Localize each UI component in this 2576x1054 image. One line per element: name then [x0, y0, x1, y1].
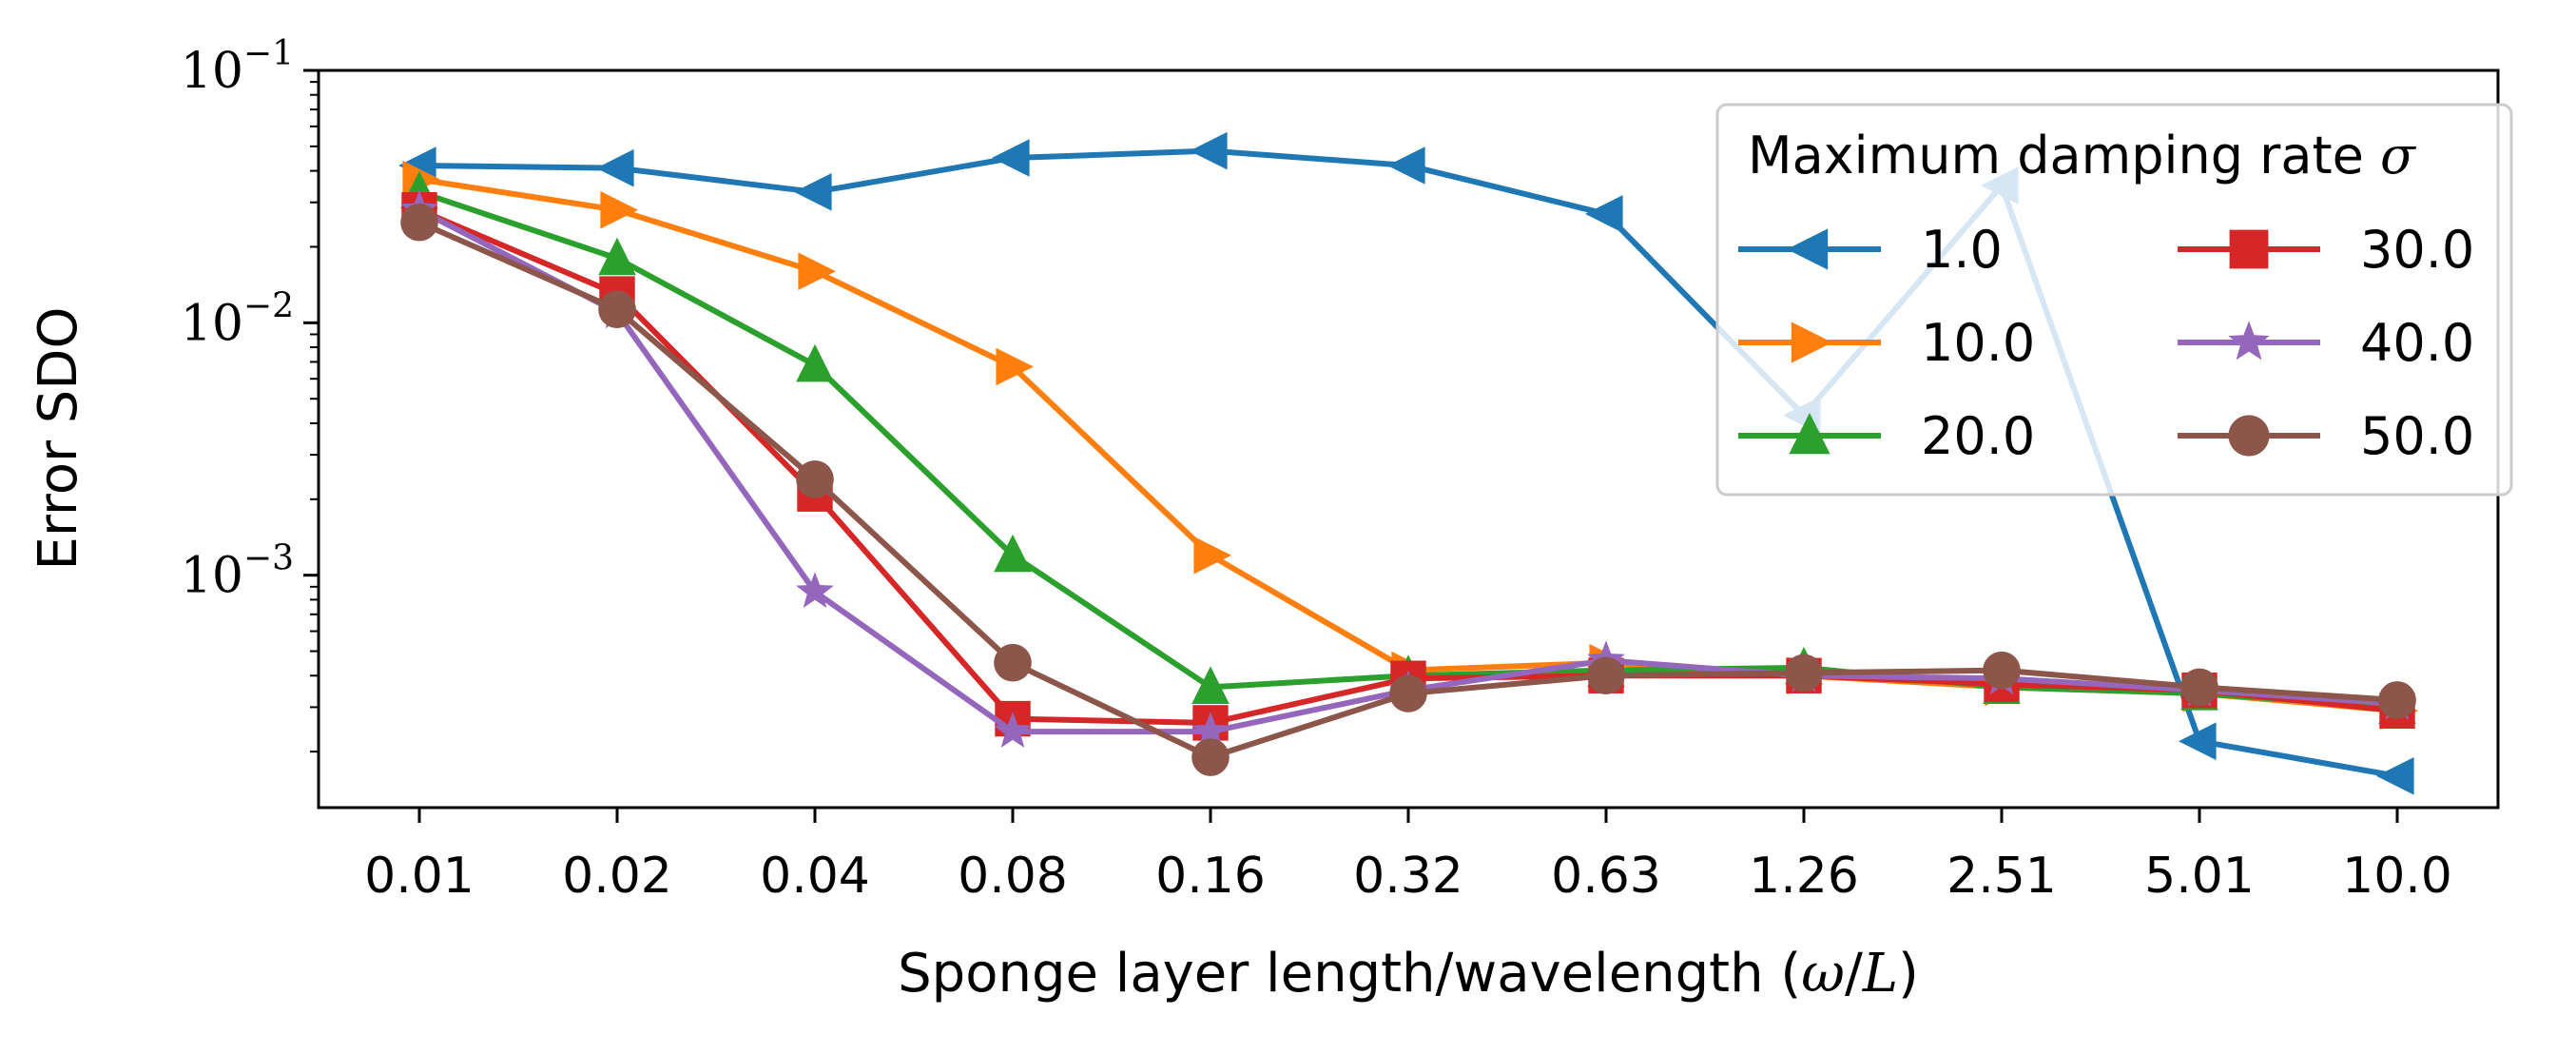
- series-layer: [398, 131, 2418, 795]
- data-point: [796, 572, 834, 608]
- data-point: [994, 643, 1032, 682]
- data-point: [996, 347, 1034, 386]
- data-point: [1983, 651, 2021, 690]
- legend-box: [1715, 103, 2513, 497]
- y-axis-label: Error SDO: [28, 306, 89, 570]
- series-50.0: [400, 203, 2416, 776]
- legend-entry-40.0: 40.0: [2178, 313, 2474, 373]
- x-tick-label: 10.0: [2342, 848, 2452, 905]
- legend-title: Maximum damping rate σ: [1748, 126, 2417, 185]
- data-point: [796, 343, 834, 382]
- data-point: [1191, 666, 1230, 704]
- legend-marker: [1789, 413, 1830, 455]
- x-tick-label: 2.51: [1947, 848, 2057, 905]
- y-tick-label: 10−3: [181, 539, 294, 605]
- data-point: [598, 290, 636, 329]
- x-tick-label: 0.02: [562, 848, 672, 905]
- data-point: [1389, 674, 1427, 712]
- data-point: [1190, 131, 1228, 170]
- x-axis-label: Sponge layer length/wavelength (ω/L): [898, 943, 1919, 1005]
- x-tick-label: 1.26: [1749, 848, 1859, 905]
- data-point: [600, 190, 638, 229]
- data-point: [1585, 195, 1623, 233]
- data-point: [1191, 738, 1230, 776]
- legend-label: 40.0: [2360, 313, 2474, 373]
- legend-entry-20.0: 20.0: [1738, 406, 2035, 466]
- x-tick-label: 0.08: [958, 848, 1068, 905]
- legend-marker: [2228, 321, 2270, 361]
- legend-label: 1.0: [1921, 220, 2003, 280]
- data-point: [1785, 654, 1823, 693]
- x-tick-label: 0.32: [1353, 848, 1463, 905]
- legend-label: 10.0: [1921, 313, 2035, 373]
- legend-entry-10.0: 10.0: [1738, 313, 2035, 373]
- legend-label: 30.0: [2360, 220, 2474, 280]
- data-point: [994, 534, 1032, 573]
- data-point: [2180, 668, 2218, 707]
- data-point: [994, 712, 1032, 748]
- data-point: [596, 148, 634, 187]
- data-point: [794, 173, 832, 211]
- data-point: [1191, 712, 1230, 748]
- legend-entry-50.0: 50.0: [2178, 406, 2474, 466]
- x-axis: 0.01 0.02 0.04 0.08 0.16 0.32 0.63 1.26 2.51 5.01…: [364, 808, 2452, 905]
- x-tick-label: 0.63: [1551, 848, 1661, 905]
- y-axis: 10−1 10−2 10−3: [181, 34, 319, 753]
- legend-entry-30.0: 30.0: [2178, 220, 2474, 280]
- y-tick-label: 10−2: [181, 286, 294, 352]
- data-point: [992, 139, 1030, 177]
- legend-label: 20.0: [1921, 406, 2035, 466]
- legend-marker: [2228, 415, 2270, 457]
- legend-entry-1.0: 1.0: [1738, 220, 2003, 280]
- data-point: [2378, 681, 2416, 719]
- data-point: [796, 459, 834, 498]
- data-point: [2376, 757, 2414, 795]
- y-tick-label: 10−1: [181, 34, 294, 100]
- x-tick-label: 5.01: [2144, 848, 2255, 905]
- data-point: [1387, 146, 1425, 185]
- data-point: [400, 203, 438, 242]
- data-point: [1193, 536, 1231, 575]
- data-point: [2179, 722, 2217, 760]
- legend: Maximum damping rate σ 1.0 10.0 20.0 30.0 40.…: [1715, 103, 2513, 497]
- legend-marker: [2229, 229, 2269, 269]
- x-tick-label: 0.01: [364, 848, 475, 905]
- data-point: [598, 237, 636, 276]
- legend-marker: [1787, 228, 1829, 270]
- data-point: [798, 252, 836, 290]
- data-point: [1587, 656, 1625, 695]
- x-tick-label: 0.16: [1155, 848, 1266, 905]
- x-tick-label: 0.04: [760, 848, 870, 905]
- legend-label: 50.0: [2360, 406, 2474, 466]
- legend-marker: [1791, 322, 1832, 363]
